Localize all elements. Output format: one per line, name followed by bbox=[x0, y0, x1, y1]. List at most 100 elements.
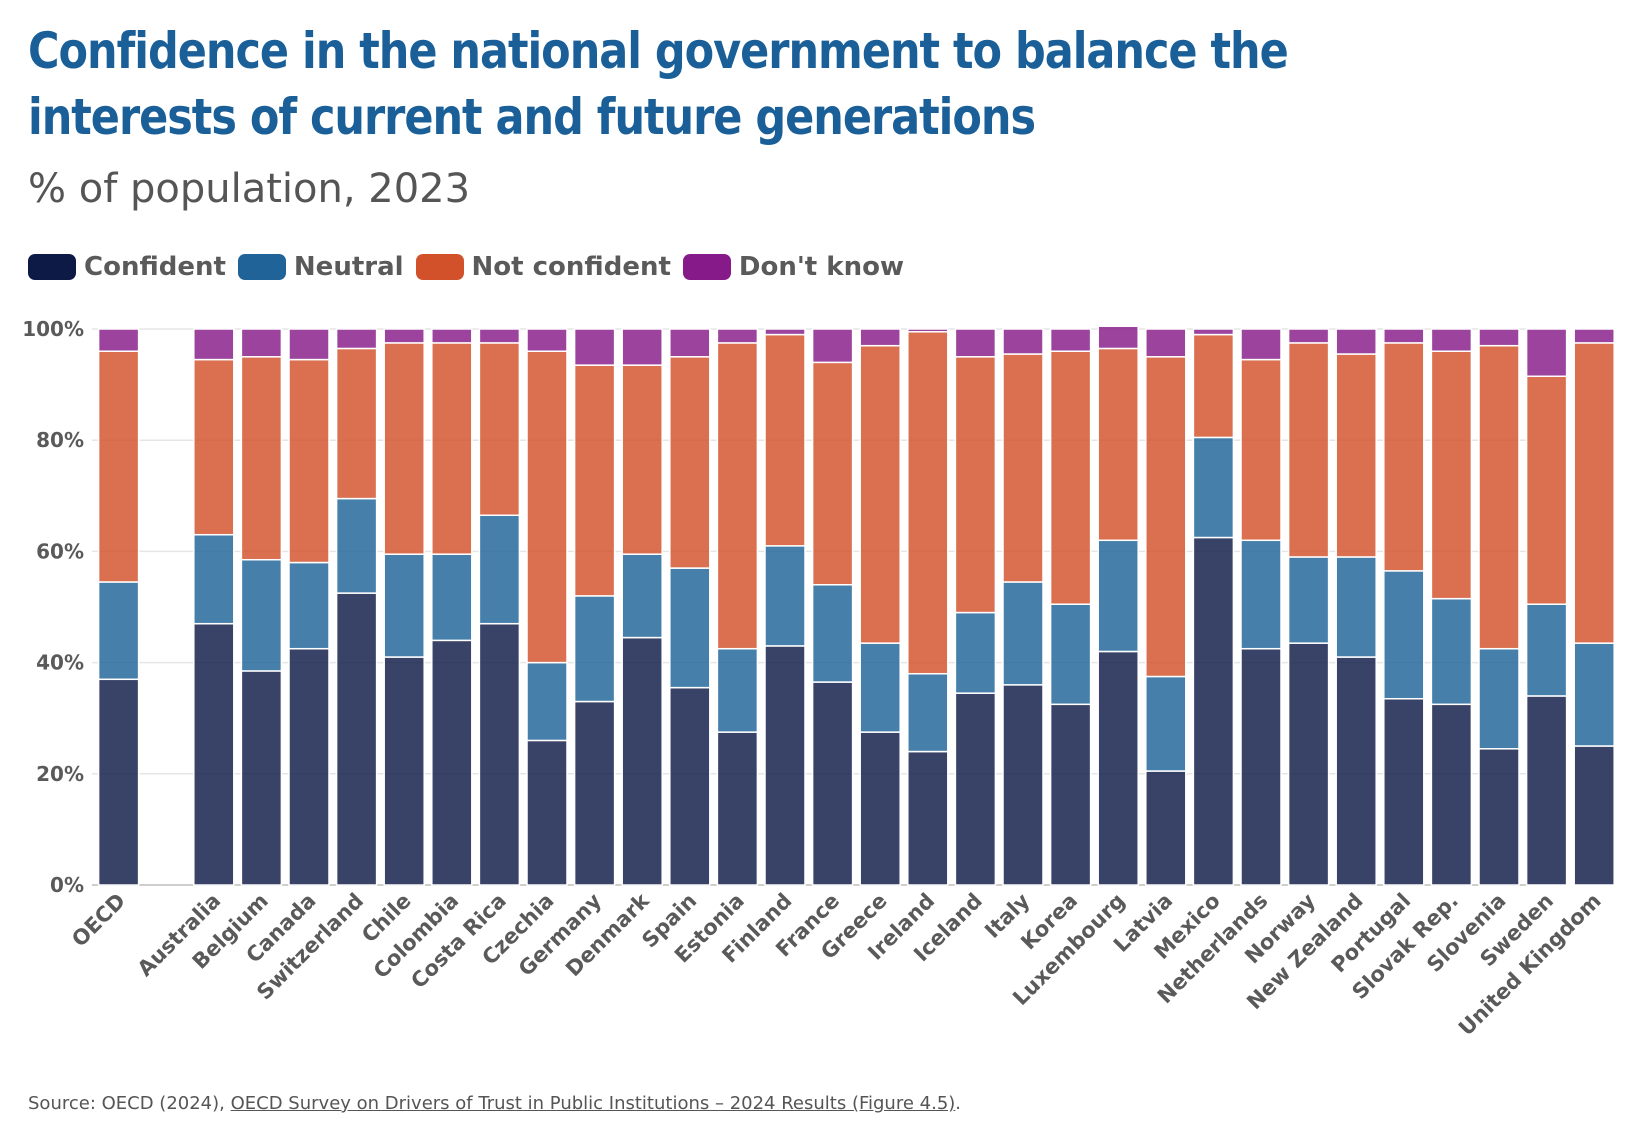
bar-segment[interactable] bbox=[669, 356, 711, 569]
bar-segment[interactable] bbox=[383, 342, 425, 555]
bar-segment[interactable] bbox=[1573, 745, 1615, 886]
bar-segment[interactable] bbox=[1525, 695, 1568, 886]
bar-segment[interactable] bbox=[193, 358, 235, 536]
bar-segment[interactable] bbox=[1287, 328, 1330, 344]
bar-segment[interactable] bbox=[811, 361, 854, 586]
bar-segment[interactable] bbox=[193, 533, 235, 625]
bar-segment[interactable] bbox=[573, 595, 616, 703]
bar-segment[interactable] bbox=[431, 342, 473, 555]
bar-segment[interactable] bbox=[1287, 342, 1330, 558]
bar-segment[interactable] bbox=[97, 350, 140, 583]
bar-segment[interactable] bbox=[764, 645, 806, 886]
bar-segment[interactable] bbox=[859, 642, 901, 733]
bar-segment[interactable] bbox=[431, 639, 473, 886]
bar-segment[interactable] bbox=[240, 328, 283, 358]
bar-segment[interactable] bbox=[1097, 347, 1139, 542]
bar-segment[interactable] bbox=[764, 333, 806, 547]
bar-segment[interactable] bbox=[1287, 556, 1330, 644]
legend-item-not-confident[interactable]: Not confident bbox=[415, 252, 671, 282]
bar-segment[interactable] bbox=[1097, 650, 1139, 886]
bar-segment[interactable] bbox=[1145, 675, 1187, 772]
bar-segment[interactable] bbox=[1335, 656, 1377, 886]
bar-segment[interactable] bbox=[288, 561, 330, 650]
bar-segment[interactable] bbox=[1430, 597, 1473, 706]
bar-segment[interactable] bbox=[669, 328, 711, 358]
bar-segment[interactable] bbox=[240, 670, 283, 886]
bar-segment[interactable] bbox=[1525, 375, 1568, 605]
bar-segment[interactable] bbox=[1430, 350, 1473, 600]
bar-segment[interactable] bbox=[1525, 603, 1568, 697]
bar-segment[interactable] bbox=[859, 344, 901, 644]
bar-segment[interactable] bbox=[1002, 581, 1044, 686]
bar-segment[interactable] bbox=[1335, 353, 1377, 558]
bar-segment[interactable] bbox=[240, 356, 283, 561]
bar-segment[interactable] bbox=[1049, 328, 1092, 352]
bar-segment[interactable] bbox=[716, 647, 759, 733]
bar-segment[interactable] bbox=[954, 328, 997, 358]
bar-segment[interactable] bbox=[1383, 342, 1425, 572]
bar-segment[interactable] bbox=[764, 328, 806, 336]
bar-segment[interactable] bbox=[288, 358, 330, 564]
bar-segment[interactable] bbox=[1145, 328, 1187, 358]
bar-segment[interactable] bbox=[954, 356, 997, 614]
bar-segment[interactable] bbox=[97, 678, 140, 886]
bar-segment[interactable] bbox=[431, 328, 473, 344]
bar-segment[interactable] bbox=[1525, 328, 1568, 378]
bar-segment[interactable] bbox=[478, 514, 521, 625]
bar-segment[interactable] bbox=[1097, 325, 1139, 350]
bar-segment[interactable] bbox=[1573, 328, 1615, 344]
bar-segment[interactable] bbox=[764, 545, 806, 647]
bar-segment[interactable] bbox=[97, 581, 140, 681]
bar-segment[interactable] bbox=[383, 328, 425, 344]
bar-segment[interactable] bbox=[669, 567, 711, 689]
bar-segment[interactable] bbox=[383, 553, 425, 658]
bar-segment[interactable] bbox=[811, 584, 854, 683]
bar-segment[interactable] bbox=[1383, 570, 1425, 700]
bar-segment[interactable] bbox=[478, 328, 521, 344]
bar-segment[interactable] bbox=[1335, 328, 1377, 355]
bar-segment[interactable] bbox=[1049, 350, 1092, 605]
bar-segment[interactable] bbox=[240, 558, 283, 672]
legend-item-neutral[interactable]: Neutral bbox=[237, 252, 404, 282]
bar-segment[interactable] bbox=[1478, 328, 1520, 347]
bar-segment[interactable] bbox=[335, 347, 378, 500]
bar-segment[interactable] bbox=[954, 692, 997, 886]
bar-segment[interactable] bbox=[335, 592, 378, 886]
bar-segment[interactable] bbox=[1383, 328, 1425, 344]
bar-segment[interactable] bbox=[1192, 328, 1235, 336]
bar-segment[interactable] bbox=[907, 672, 949, 753]
bar-segment[interactable] bbox=[716, 731, 759, 886]
bar-segment[interactable] bbox=[288, 328, 330, 361]
bar-segment[interactable] bbox=[716, 342, 759, 650]
legend-item-confident[interactable]: Confident bbox=[28, 252, 226, 282]
bar-segment[interactable] bbox=[478, 622, 521, 886]
bar-segment[interactable] bbox=[716, 328, 759, 344]
bar-segment[interactable] bbox=[335, 497, 378, 594]
bar-segment[interactable] bbox=[526, 739, 568, 886]
bar-segment[interactable] bbox=[621, 364, 663, 555]
bar-segment[interactable] bbox=[1383, 697, 1425, 886]
bar-segment[interactable] bbox=[526, 350, 568, 664]
bar-segment[interactable] bbox=[907, 328, 949, 333]
bar-segment[interactable] bbox=[383, 656, 425, 886]
bar-segment[interactable] bbox=[859, 328, 901, 347]
bar-segment[interactable] bbox=[811, 681, 854, 886]
bar-segment[interactable] bbox=[1478, 647, 1520, 750]
bar-segment[interactable] bbox=[1430, 328, 1473, 352]
bar-segment[interactable] bbox=[669, 686, 711, 886]
bar-segment[interactable] bbox=[1002, 353, 1044, 583]
bar-segment[interactable] bbox=[1335, 556, 1377, 658]
bar-segment[interactable] bbox=[526, 661, 568, 742]
bar-segment[interactable] bbox=[1240, 647, 1282, 886]
bar-segment[interactable] bbox=[1097, 539, 1139, 653]
bar-segment[interactable] bbox=[1240, 358, 1282, 542]
bar-segment[interactable] bbox=[1192, 333, 1235, 439]
bar-segment[interactable] bbox=[478, 342, 521, 517]
bar-segment[interactable] bbox=[335, 328, 378, 350]
bar-segment[interactable] bbox=[954, 611, 997, 694]
bar-segment[interactable] bbox=[1192, 436, 1235, 539]
bar-segment[interactable] bbox=[1573, 342, 1615, 644]
bar-segment[interactable] bbox=[1049, 603, 1092, 706]
bar-segment[interactable] bbox=[1573, 642, 1615, 747]
bar-segment[interactable] bbox=[811, 328, 854, 364]
